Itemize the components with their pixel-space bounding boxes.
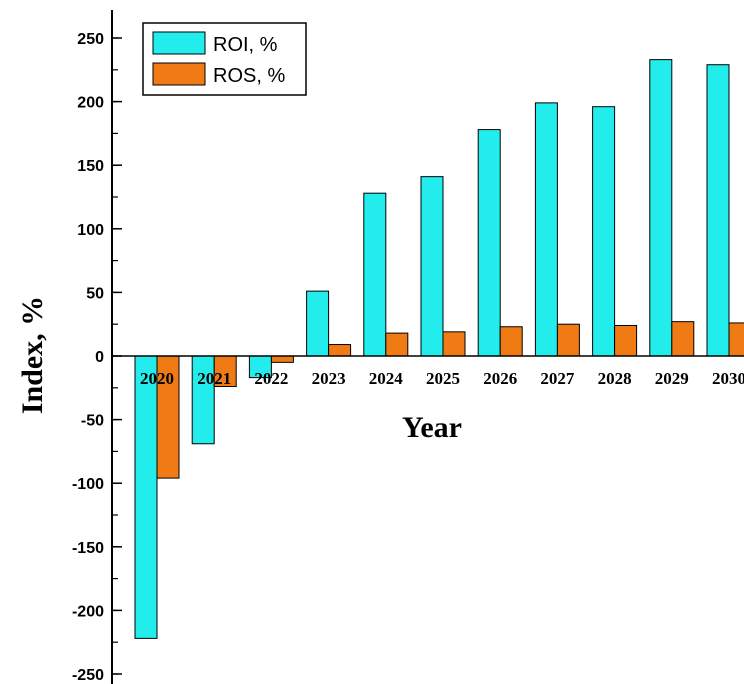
bar-roi-2020	[134, 355, 158, 639]
bar-roi-2029	[649, 59, 673, 357]
bar-roi-2025	[420, 176, 444, 357]
y-tick-label: -200	[72, 603, 104, 620]
bar-roi-2027	[534, 102, 558, 357]
y-tick-label: 50	[86, 285, 104, 302]
y-axis-title: Index, %	[16, 296, 49, 414]
x-tick-label-2024: 2024	[369, 369, 404, 388]
y-tick-label: -250	[72, 667, 104, 684]
bar-roi-2030	[706, 64, 730, 357]
legend-label-roi: ROI, %	[213, 34, 278, 56]
legend-swatch-ros	[152, 62, 206, 86]
y-tick-label: -150	[72, 540, 104, 557]
y-tick-label: 200	[77, 95, 104, 112]
x-tick-label-2028: 2028	[598, 369, 632, 388]
x-tick-label-2021: 2021	[197, 369, 231, 388]
bar-ros-2029	[671, 321, 695, 357]
bar-ros-2027	[556, 323, 580, 357]
bar-ros-2026	[499, 326, 523, 357]
x-tick-label-2027: 2027	[540, 369, 575, 388]
bar-ros-2023	[328, 344, 352, 357]
bar-ros-2022	[270, 355, 294, 363]
y-ticks-layer: 250 200 150 100 50 0 -50 -100 -150 -200 -250	[72, 31, 104, 684]
legend-label-ros: ROS, %	[213, 65, 285, 87]
bar-roi-2024	[363, 192, 387, 357]
x-tick-label-2025: 2025	[426, 369, 460, 388]
x-tick-label-2029: 2029	[655, 369, 689, 388]
bar-ros-2025	[442, 331, 466, 357]
bar-ros-2030	[728, 322, 744, 357]
y-tick-label: 150	[77, 158, 104, 175]
legend: ROI, % ROS, %	[142, 22, 307, 96]
x-axis-title: Year	[402, 411, 462, 444]
bar-roi-2026	[477, 129, 501, 357]
y-tick-label: 250	[77, 31, 104, 48]
x-tick-label-2026: 2026	[483, 369, 517, 388]
x-tick-label-2023: 2023	[312, 369, 346, 388]
x-tick-label-2030: 2030	[712, 369, 744, 388]
category-labels-layer: 2020 2021 2022 2023 2024 2025 2026 2027 2028 2029…	[140, 369, 744, 388]
bars-layer	[134, 59, 744, 639]
x-tick-label-2020: 2020	[140, 369, 174, 388]
y-tick-label: -50	[81, 413, 104, 430]
y-tick-label: 0	[95, 349, 104, 366]
bar-roi-2028	[592, 106, 616, 357]
legend-swatch-roi	[152, 31, 206, 55]
bar-ros-2028	[614, 324, 638, 357]
y-tick-label: 100	[77, 222, 104, 239]
x-tick-label-2022: 2022	[254, 369, 288, 388]
y-tick-label: -100	[72, 476, 104, 493]
bar-roi-2023	[306, 290, 330, 357]
bar-ros-2024	[385, 332, 409, 357]
axes-layer	[111, 10, 744, 684]
